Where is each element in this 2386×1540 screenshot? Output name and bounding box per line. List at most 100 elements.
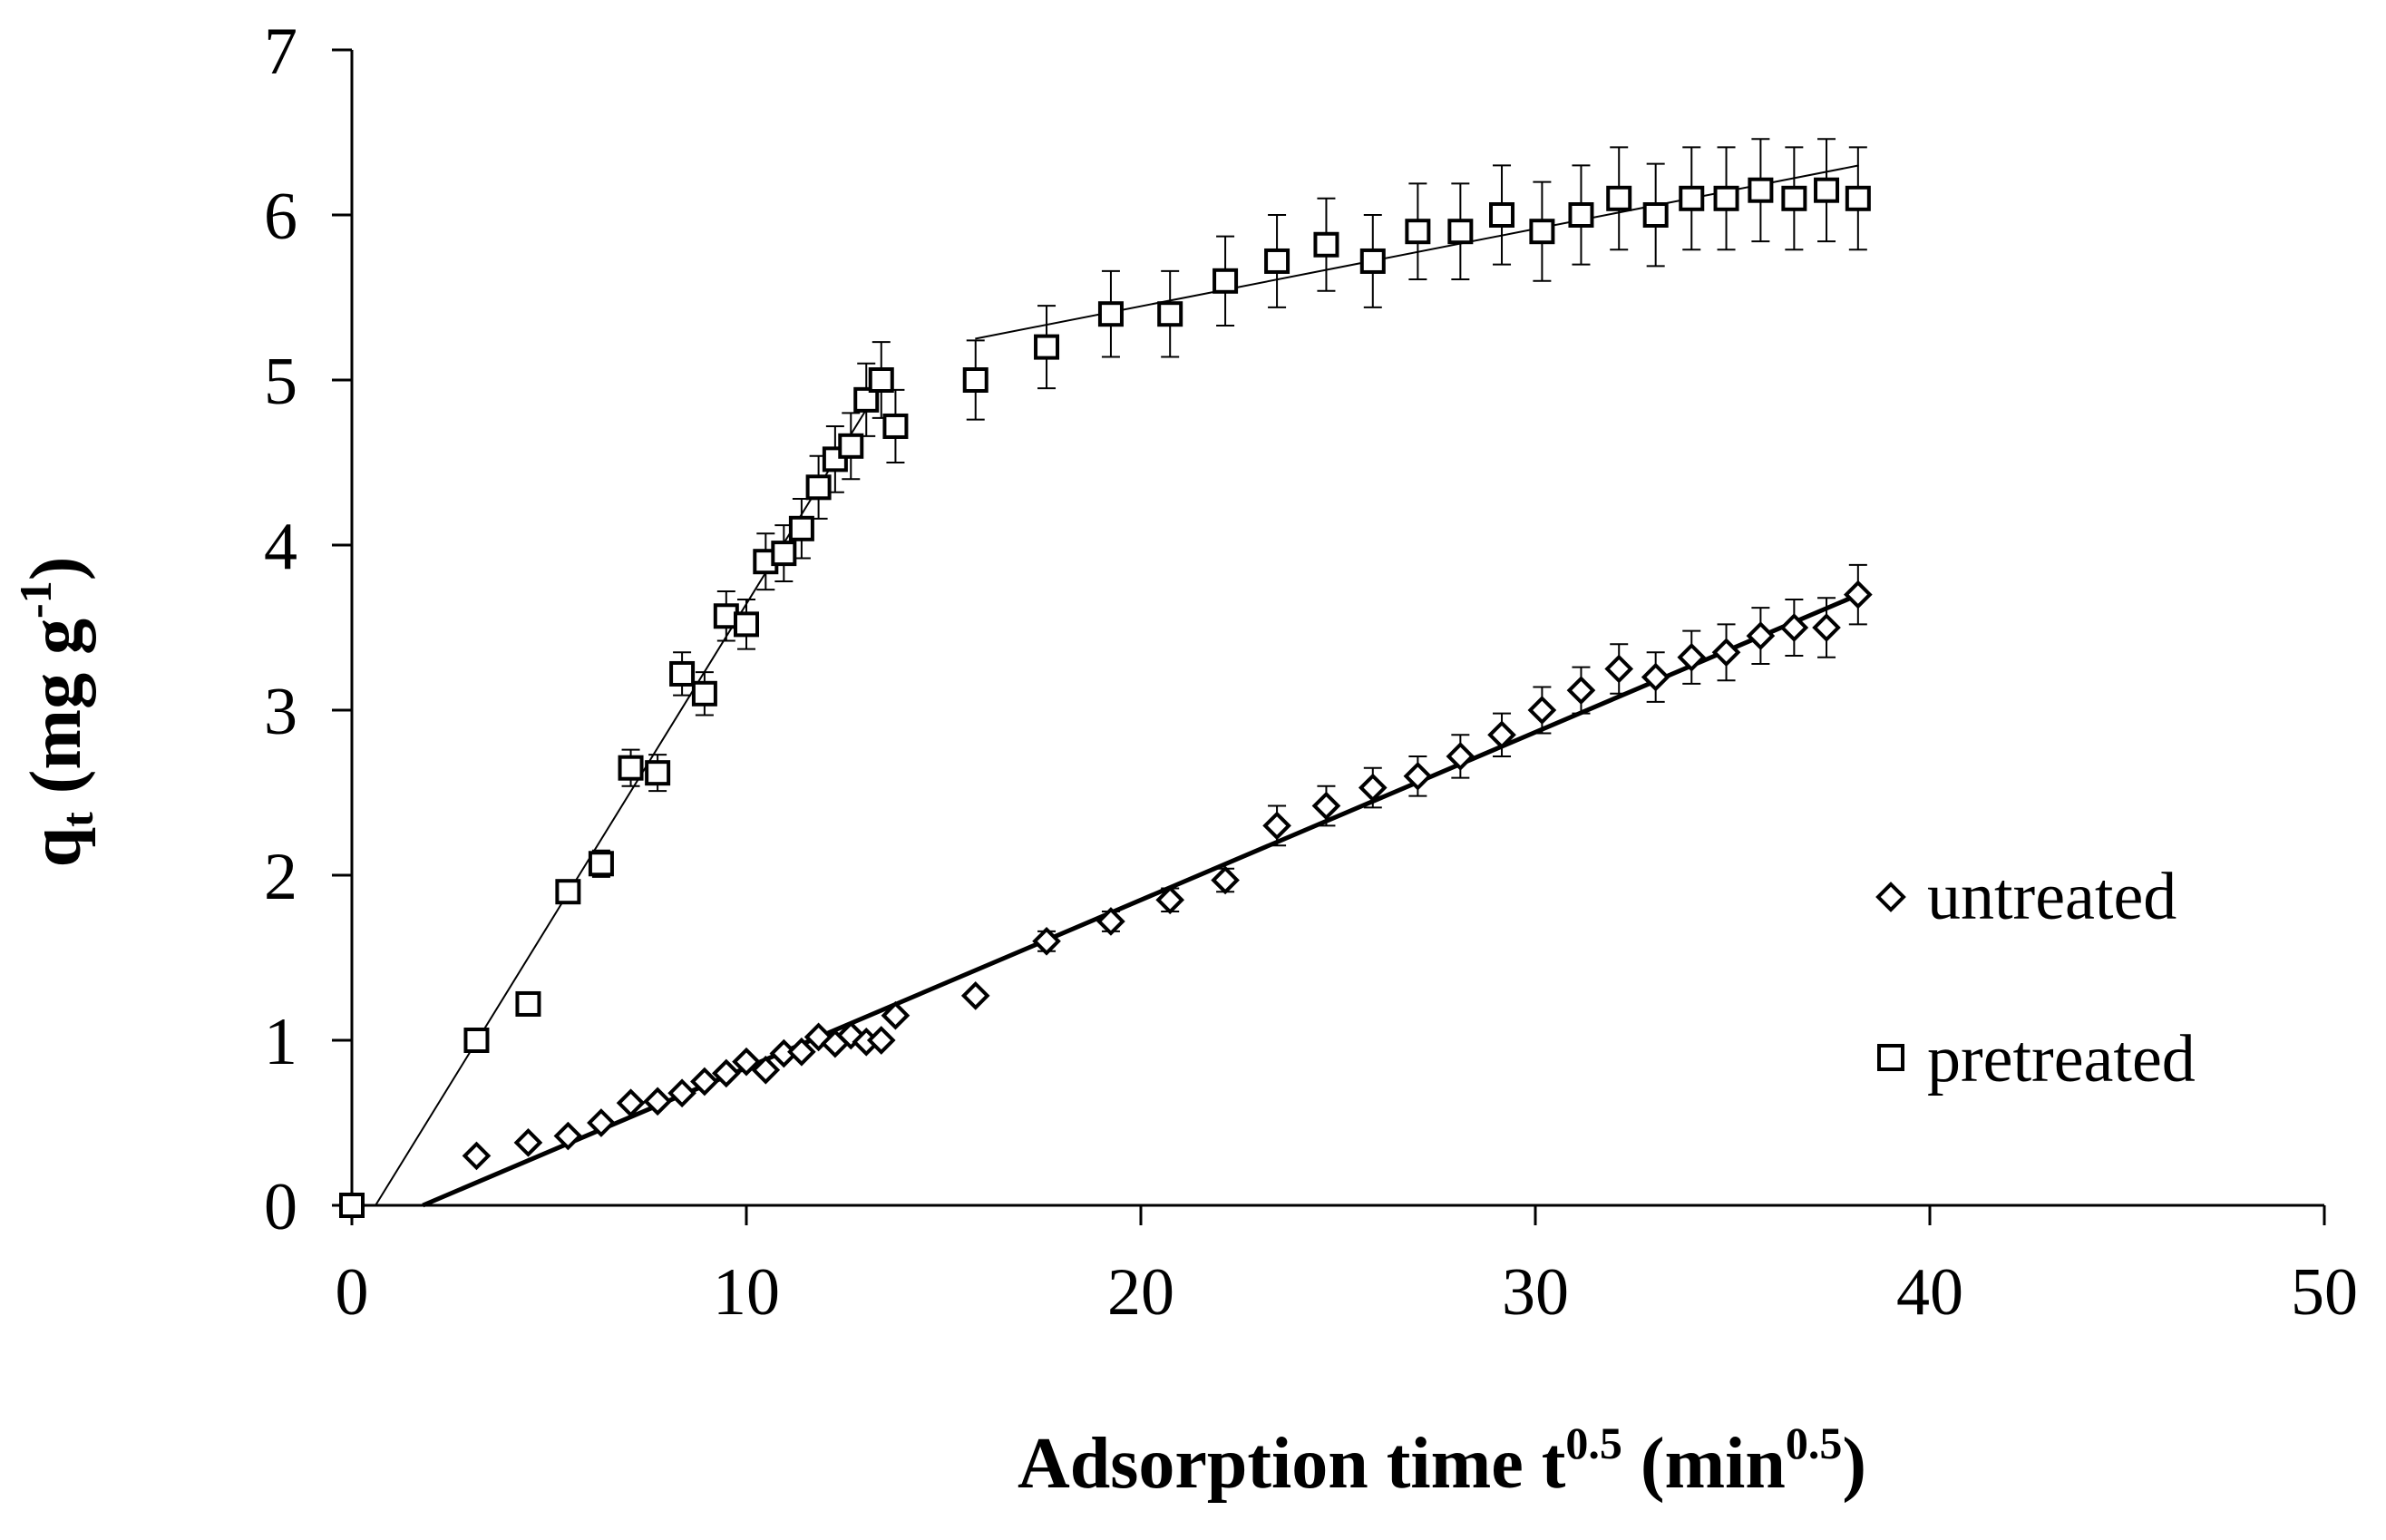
untreated-point	[866, 1026, 896, 1055]
legend-item-pretreated: pretreated	[1877, 1022, 2196, 1097]
pretreated-point	[515, 990, 541, 1017]
pretreated-fit-line-1	[375, 379, 886, 1206]
untreated-point	[1155, 885, 1185, 915]
pretreated-point	[962, 367, 988, 393]
pretreated-point	[1447, 219, 1474, 245]
y-axis-title-unit-sup: -1	[10, 580, 61, 619]
untreated-point	[616, 1088, 646, 1117]
pretreated-point	[1264, 248, 1290, 274]
untreated-point	[1311, 791, 1341, 821]
x-axis-title: Adsorption time t0.5 (min0.5)	[1018, 1418, 1866, 1504]
pretreated-point	[645, 760, 671, 786]
x-tick-label: 20	[1107, 1255, 1174, 1330]
untreated-point	[1566, 676, 1596, 705]
untreated-point	[1677, 642, 1707, 672]
y-axis-title-unit: (mg g	[16, 619, 96, 812]
pretreated-point	[1679, 185, 1705, 211]
y-tick-label: 1	[264, 1005, 297, 1079]
pretreated-point	[618, 755, 644, 781]
error-bars	[559, 138, 1867, 952]
untreated-point	[1779, 613, 1809, 642]
pretreated-point	[1606, 185, 1632, 211]
untreated-point	[711, 1058, 741, 1088]
pretreated-point	[805, 474, 832, 501]
y-tick-label: 4	[264, 510, 297, 584]
markers	[337, 177, 1873, 1220]
legend-label-pretreated: pretreated	[1927, 1022, 2196, 1097]
pretreated-point	[555, 879, 581, 905]
untreated-point	[1746, 621, 1776, 650]
y-tick-label: 2	[264, 840, 297, 914]
x-tick-label: 40	[1896, 1255, 1963, 1330]
tick-labels: 0 1 2 3 4 5 6 7 0 10 20 30 40 50	[264, 15, 2358, 1330]
pretreated-point	[1097, 301, 1124, 327]
legend-diamond-marker	[1875, 882, 1906, 912]
pretreated-point	[822, 446, 848, 473]
pretreated-point	[1529, 219, 1555, 245]
pretreated-point	[1814, 177, 1840, 203]
pretreated-point	[669, 660, 696, 687]
untreated-point	[1032, 926, 1061, 956]
untreated-fit-line	[422, 592, 1860, 1208]
untreated-point	[1211, 865, 1240, 895]
pretreated-point	[1713, 185, 1739, 211]
y-axis-title-base: q	[16, 827, 96, 868]
untreated-point	[462, 1141, 492, 1171]
y-axis-title: qt (mg g-1)	[10, 557, 102, 868]
untreated-point	[643, 1087, 672, 1116]
y-tick-label: 7	[264, 15, 297, 89]
untreated-point	[1844, 580, 1873, 609]
x-axis-title-base: Adsorption time t	[1018, 1424, 1566, 1504]
pretreated-point	[1313, 231, 1339, 258]
pretreated-point	[463, 1028, 490, 1053]
untreated-point	[553, 1121, 583, 1151]
pretreated-point	[691, 680, 717, 707]
y-tick-label: 5	[264, 345, 297, 419]
x-tick-label: 10	[713, 1255, 780, 1330]
pretreated-point	[1405, 219, 1431, 245]
pretreated-point	[734, 611, 759, 638]
x-axis-title-unit-close: )	[1842, 1424, 1866, 1504]
legend-label-untreated: untreated	[1927, 860, 2177, 934]
pretreated-point	[1157, 301, 1183, 327]
untreated-point	[1812, 613, 1841, 642]
y-axis-title-unit-close: )	[16, 557, 96, 581]
legend-square-marker	[1877, 1044, 1904, 1071]
y-tick-label: 6	[264, 180, 297, 254]
pretreated-point	[1212, 268, 1239, 294]
untreated-point	[667, 1078, 696, 1108]
pretreated-point	[868, 367, 894, 393]
pretreated-point	[882, 413, 909, 439]
pretreated-point	[1489, 202, 1515, 228]
untreated-point	[881, 1000, 911, 1030]
untreated-point	[1262, 811, 1291, 841]
untreated-point	[1641, 662, 1670, 692]
pretreated-point	[1845, 185, 1871, 211]
untreated-point	[1604, 654, 1634, 684]
axes	[332, 48, 2326, 1225]
x-tick-label: 30	[1502, 1255, 1569, 1330]
pretreated-point	[838, 433, 864, 459]
untreated-point	[1527, 696, 1557, 725]
untreated-point	[732, 1047, 761, 1077]
untreated-point	[513, 1128, 543, 1157]
x-tick-label: 0	[336, 1255, 369, 1330]
untreated-point	[1487, 720, 1516, 750]
untreated-point	[1403, 761, 1433, 791]
x-axis-title-sup: 0.5	[1565, 1418, 1622, 1468]
untreated-point	[1358, 773, 1388, 803]
y-tick-label: 0	[264, 1170, 297, 1244]
untreated-point	[1711, 638, 1741, 668]
pretreated-point	[1034, 334, 1060, 360]
y-axis-title-sub: t	[52, 812, 102, 827]
untreated-point	[787, 1037, 816, 1067]
x-tick-label: 50	[2291, 1255, 2358, 1330]
pretreated-point	[1642, 202, 1669, 228]
x-axis-title-unit-sup: 0.5	[1786, 1418, 1843, 1468]
pretreated-point	[788, 515, 814, 541]
x-axis-title-unit: (min	[1622, 1424, 1786, 1504]
untreated-point	[587, 1108, 616, 1137]
legend: untreated pretreated	[1875, 860, 2196, 1097]
